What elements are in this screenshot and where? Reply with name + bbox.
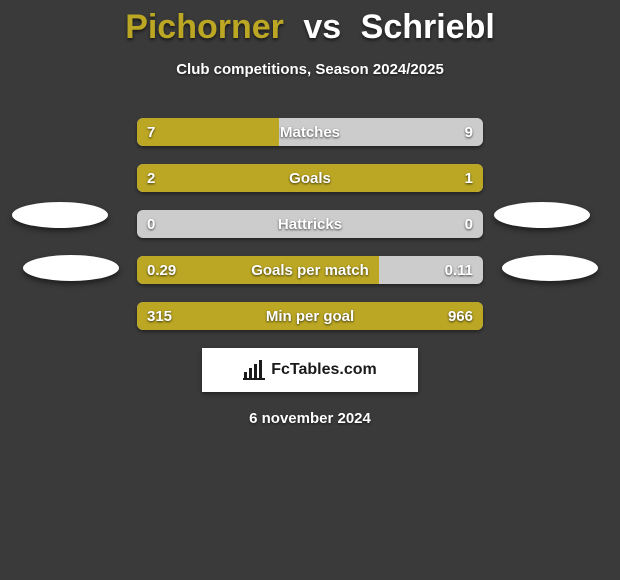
stat-label: Matches [137,118,483,146]
stat-label: Goals [137,164,483,192]
comparison-bars: 79Matches 21Goals 00Hattricks 0.290.11Goals… [137,118,483,330]
ellipse-right-1 [494,202,590,228]
logo-text: FcTables.com [271,361,377,379]
title-vs: vs [303,8,341,46]
player1-name: Pichorner [125,8,284,46]
stat-row: 00Hattricks [137,210,483,238]
stat-row: 315966Min per goal [137,302,483,330]
stat-label: Min per goal [137,302,483,330]
page-title: Pichorner vs Schriebl [0,0,620,47]
chart-icon [243,360,265,380]
stat-label: Hattricks [137,210,483,238]
ellipse-right-2 [502,255,598,281]
ellipse-left-2 [23,255,119,281]
stat-row: 21Goals [137,164,483,192]
subtitle: Club competitions, Season 2024/2025 [0,61,620,78]
fctables-logo: FcTables.com [202,348,418,392]
stat-row: 0.290.11Goals per match [137,256,483,284]
stat-row: 79Matches [137,118,483,146]
ellipse-left-1 [12,202,108,228]
stat-label: Goals per match [137,256,483,284]
player2-name: Schriebl [361,8,495,46]
date-label: 6 november 2024 [0,410,620,427]
